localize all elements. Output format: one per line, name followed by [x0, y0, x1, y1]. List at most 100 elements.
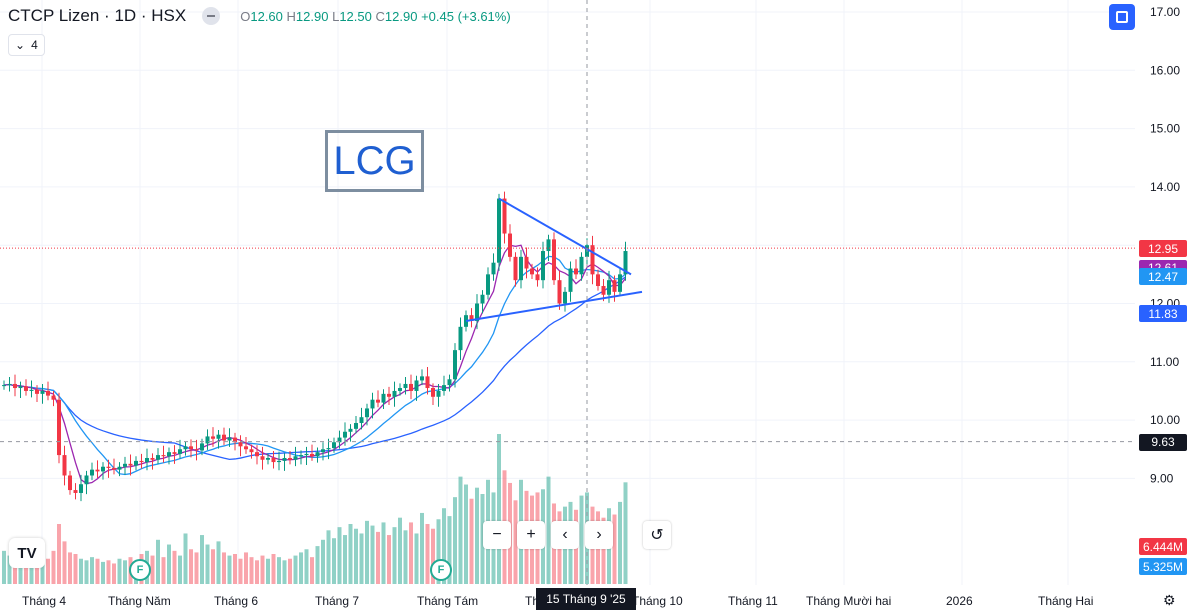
fullscreen-icon[interactable]	[1109, 4, 1135, 30]
candle-body	[123, 463, 127, 467]
candle-body	[513, 256, 518, 281]
volume-bar	[183, 533, 188, 584]
scroll-left-button[interactable]: ‹	[551, 521, 579, 549]
candle-body	[106, 466, 111, 468]
volume-bar	[480, 494, 485, 584]
price-axis-label: 16.00	[1150, 63, 1180, 77]
reset-chart-button[interactable]: ↺	[643, 521, 671, 549]
volume-bar	[321, 539, 325, 584]
volume-bar	[376, 531, 380, 584]
candle-body	[381, 393, 386, 403]
volume-bar	[62, 541, 67, 584]
volume-bar	[29, 554, 34, 584]
candle-body	[590, 245, 595, 275]
candle-body	[46, 390, 50, 396]
ohlc-readout: O12.60 H12.90 L12.50 C12.90 +0.45 (+3.61…	[240, 9, 510, 24]
candle-body	[84, 475, 89, 485]
volume-bar	[365, 520, 369, 584]
candle-body	[2, 385, 6, 387]
time-axis-label: Tháng Năm	[108, 594, 171, 608]
volume-bar	[277, 557, 281, 584]
volume-bar	[84, 560, 89, 584]
price-axis-label: 10.00	[1150, 413, 1180, 427]
volume-bar	[2, 550, 6, 584]
candle-body	[172, 452, 177, 454]
volume-bar	[354, 528, 358, 584]
candle-body	[68, 475, 72, 491]
volume-bar	[161, 557, 166, 584]
crosshair-date: 15 Tháng 9 '25	[536, 588, 636, 610]
event-marker[interactable]: F	[430, 559, 452, 581]
candle-body	[255, 452, 259, 457]
volume-bar	[211, 549, 215, 584]
scroll-right-button[interactable]: ›	[585, 521, 613, 549]
volume-bar	[112, 563, 116, 584]
volume-bar	[46, 558, 50, 584]
trendline	[498, 197, 632, 276]
candle-body	[51, 395, 56, 400]
candle-body	[7, 383, 12, 386]
indicators-toggle[interactable]: ⌄ 4	[8, 34, 45, 56]
candle-body	[79, 484, 83, 493]
candle-body	[420, 376, 424, 381]
volume-bar	[73, 554, 78, 584]
candle-body	[552, 239, 556, 281]
volume-bar	[24, 552, 28, 584]
candle-body	[222, 434, 226, 441]
candle-body	[332, 442, 336, 449]
volume-bar	[442, 508, 446, 584]
volume-bar	[172, 550, 177, 584]
price-axis-label: 17.00	[1150, 5, 1180, 19]
volume-bar	[348, 524, 353, 584]
candle-body	[13, 383, 17, 389]
chevron-down-icon: ⌄	[15, 38, 26, 52]
volume-bar	[194, 552, 199, 584]
tradingview-logo[interactable]: TV	[9, 538, 45, 568]
candle-body	[227, 437, 232, 441]
candle-body	[216, 434, 221, 439]
candle-body	[288, 457, 292, 460]
candle-body	[486, 274, 490, 295]
gear-icon[interactable]: ⚙	[1163, 592, 1176, 608]
volume-bar	[579, 495, 584, 584]
volume-bar	[90, 557, 94, 584]
event-marker[interactable]: F	[129, 559, 151, 581]
volume-bar	[453, 497, 457, 584]
zoom-out-button[interactable]: −	[483, 521, 511, 549]
candle-body	[337, 437, 342, 443]
volume-bar	[381, 522, 386, 584]
candle-body	[442, 385, 446, 391]
candle-body	[530, 268, 534, 275]
candle-body	[541, 251, 545, 281]
zoom-in-button[interactable]: +	[517, 521, 545, 549]
candle-body	[233, 437, 237, 443]
candle-body	[469, 315, 474, 321]
eye-icon[interactable]	[202, 7, 221, 25]
close-value: 12.90	[384, 8, 418, 24]
candle-body	[200, 443, 204, 451]
candle-body	[156, 455, 160, 460]
candle-body	[458, 326, 463, 351]
candle-body	[376, 399, 380, 403]
time-axis-label: Tháng 11	[728, 594, 778, 608]
candle-body	[266, 457, 270, 460]
time-axis-label: Tháng Hai	[1038, 594, 1093, 608]
candle-body	[95, 469, 100, 472]
candle-body	[508, 233, 512, 257]
volume-bar	[398, 517, 402, 584]
volume-bar	[123, 560, 127, 584]
candle-body	[62, 455, 67, 476]
candle-body	[607, 280, 611, 295]
volume-bar	[458, 476, 463, 584]
volume-bar	[343, 535, 347, 584]
volume-bar	[387, 535, 391, 584]
volume-bar	[271, 554, 276, 584]
candle-body	[310, 453, 314, 457]
candle-body	[321, 449, 325, 453]
candle-body	[431, 388, 435, 397]
volume-bar	[266, 558, 270, 584]
symbol-title[interactable]: CTCP Lizen · 1D · HSX	[8, 6, 187, 25]
volume-bar	[238, 558, 243, 584]
candle-body	[392, 390, 397, 397]
volume-bar	[150, 555, 155, 584]
